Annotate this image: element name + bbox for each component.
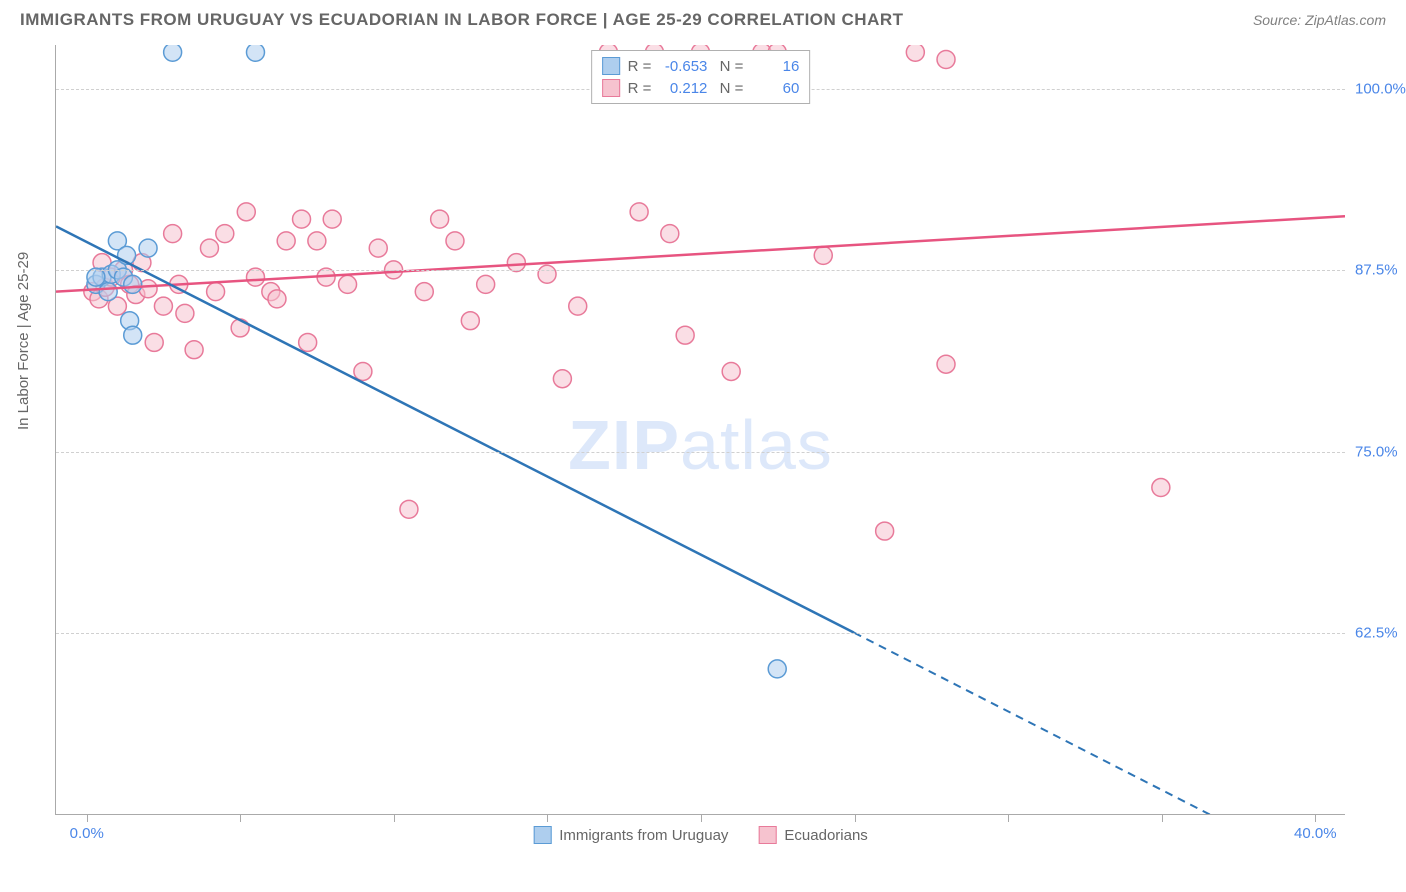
uruguay-r-value: -0.653: [659, 58, 707, 75]
gridline: [56, 452, 1345, 453]
ecuadorians-point: [461, 312, 479, 330]
series-legend: Immigrants from Uruguay Ecuadorians: [533, 826, 868, 844]
ecuadorians-point: [661, 225, 679, 243]
stat-label-n: N =: [715, 80, 743, 97]
uruguay-n-value: 16: [751, 58, 799, 75]
ecuadorians-point: [876, 522, 894, 540]
swatch-uruguay: [602, 57, 620, 75]
ecuadorians-regression-line: [56, 216, 1345, 291]
y-tick-label: 75.0%: [1355, 443, 1406, 460]
ecuadorians-point: [145, 333, 163, 351]
legend-item-uruguay: Immigrants from Uruguay: [533, 826, 728, 844]
uruguay-regression-line: [56, 226, 854, 632]
swatch-ecuadorians: [758, 826, 776, 844]
legend-item-ecuadorians: Ecuadorians: [758, 826, 867, 844]
ecuadorians-point: [400, 500, 418, 518]
ecuadorians-point: [507, 254, 525, 272]
uruguay-point: [139, 239, 157, 257]
legend-row-uruguay: R = -0.653 N = 16: [602, 55, 800, 77]
ecuadorians-point: [354, 362, 372, 380]
ecuadorians-point: [207, 283, 225, 301]
x-tick: [855, 814, 856, 822]
x-tick: [547, 814, 548, 822]
ecuadorians-point: [937, 51, 955, 69]
uruguay-point: [164, 45, 182, 61]
ecuadorians-point: [293, 210, 311, 228]
ecuadorians-r-value: 0.212: [659, 80, 707, 97]
ecuadorians-point: [1152, 479, 1170, 497]
ecuadorians-point: [185, 341, 203, 359]
y-tick-label: 87.5%: [1355, 262, 1406, 279]
ecuadorians-point: [446, 232, 464, 250]
chart-plot-area: R = -0.653 N = 16 R = 0.212 N = 60 ZIPat…: [55, 45, 1345, 815]
stat-label-n: N =: [715, 58, 743, 75]
uruguay-point: [246, 45, 264, 61]
swatch-uruguay: [533, 826, 551, 844]
y-tick-label: 100.0%: [1355, 80, 1406, 97]
ecuadorians-point: [299, 333, 317, 351]
ecuadorians-point: [569, 297, 587, 315]
uruguay-point: [124, 275, 142, 293]
ecuadorians-point: [200, 239, 218, 257]
ecuadorians-point: [277, 232, 295, 250]
ecuadorians-point: [268, 290, 286, 308]
legend-row-ecuadorians: R = 0.212 N = 60: [602, 77, 800, 99]
ecuadorians-point: [814, 246, 832, 264]
stat-label-r: R =: [628, 58, 652, 75]
x-tick: [87, 814, 88, 822]
uruguay-point: [124, 326, 142, 344]
stat-label-r: R =: [628, 80, 652, 97]
gridline: [56, 270, 1345, 271]
ecuadorians-point: [477, 275, 495, 293]
ecuadorians-point: [553, 370, 571, 388]
ecuadorians-point: [431, 210, 449, 228]
ecuadorians-point: [676, 326, 694, 344]
x-tick-label: 0.0%: [70, 825, 104, 842]
ecuadorians-point: [308, 232, 326, 250]
ecuadorians-point: [906, 45, 924, 61]
ecuadorians-point: [937, 355, 955, 373]
ecuadorians-point: [164, 225, 182, 243]
chart-title: IMMIGRANTS FROM URUGUAY VS ECUADORIAN IN…: [20, 10, 904, 30]
y-axis-title: In Labor Force | Age 25-29: [15, 252, 32, 430]
ecuadorians-point: [369, 239, 387, 257]
legend-label: Ecuadorians: [784, 827, 867, 844]
ecuadorians-point: [231, 319, 249, 337]
ecuadorians-point: [323, 210, 341, 228]
ecuadorians-point: [154, 297, 172, 315]
chart-source: Source: ZipAtlas.com: [1253, 12, 1386, 28]
y-tick-label: 62.5%: [1355, 625, 1406, 642]
uruguay-regression-line-extrapolated: [854, 633, 1345, 814]
ecuadorians-point: [722, 362, 740, 380]
x-tick: [240, 814, 241, 822]
ecuadorians-point: [538, 265, 556, 283]
uruguay-point: [768, 660, 786, 678]
ecuadorians-point: [176, 304, 194, 322]
x-tick: [1008, 814, 1009, 822]
ecuadorians-point: [415, 283, 433, 301]
uruguay-point: [99, 283, 117, 301]
x-tick-label: 40.0%: [1294, 825, 1337, 842]
ecuadorians-point: [216, 225, 234, 243]
gridline: [56, 633, 1345, 634]
plot-svg: [56, 45, 1345, 814]
x-tick: [1315, 814, 1316, 822]
ecuadorians-n-value: 60: [751, 80, 799, 97]
ecuadorians-point: [237, 203, 255, 221]
x-tick: [1162, 814, 1163, 822]
correlation-legend: R = -0.653 N = 16 R = 0.212 N = 60: [591, 50, 811, 104]
x-tick: [394, 814, 395, 822]
swatch-ecuadorians: [602, 79, 620, 97]
ecuadorians-point: [630, 203, 648, 221]
x-tick: [701, 814, 702, 822]
ecuadorians-point: [339, 275, 357, 293]
legend-label: Immigrants from Uruguay: [559, 827, 728, 844]
